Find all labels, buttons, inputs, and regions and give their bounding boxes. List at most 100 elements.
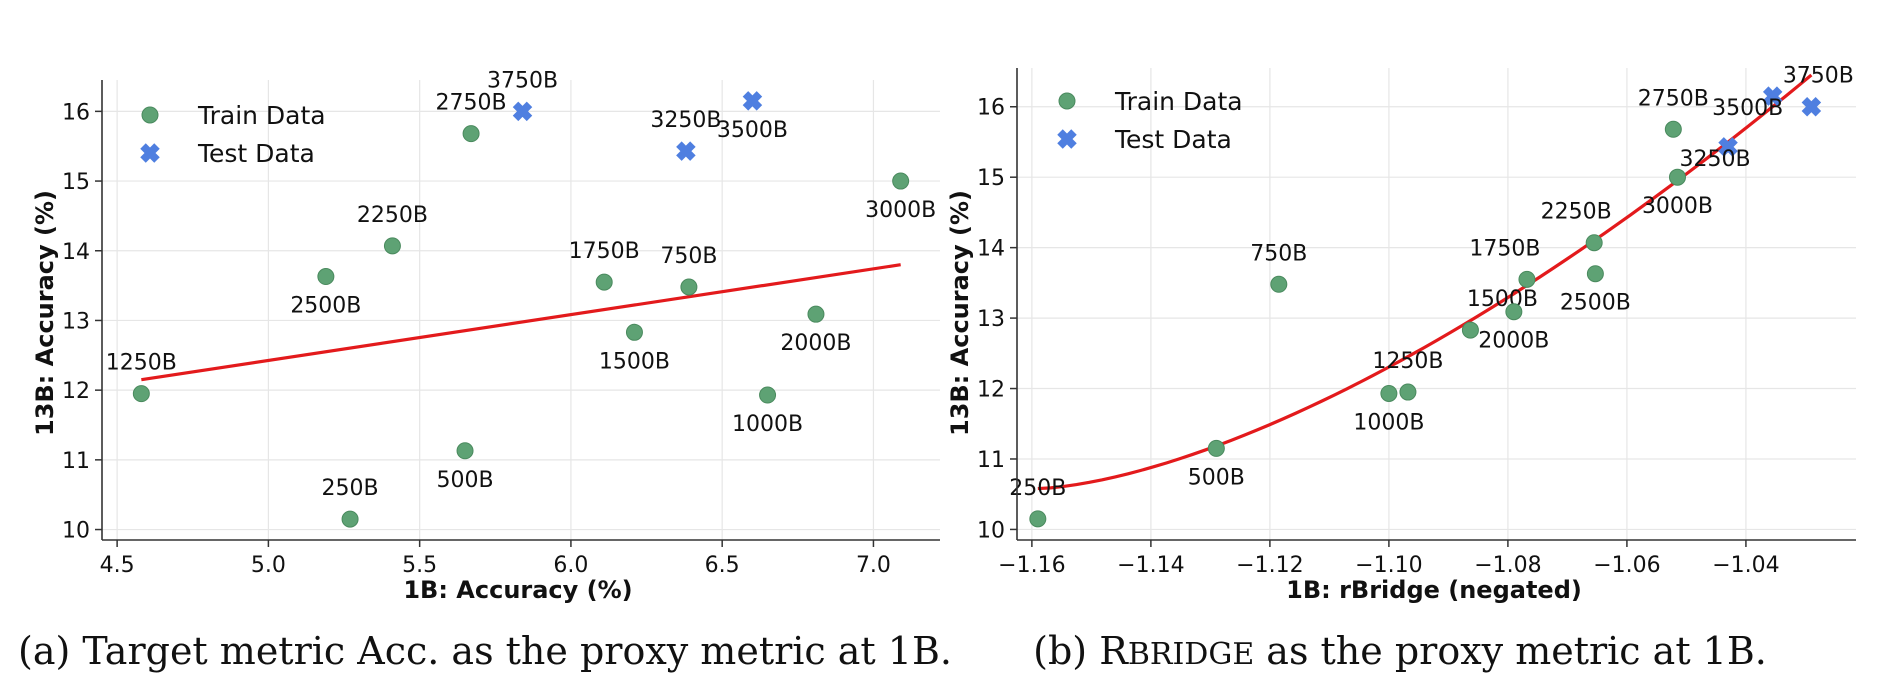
panel-a-point-label-1500B: 1500B [599,349,670,374]
panel-a-x-tick-label: 7.0 [856,553,891,578]
panel-a-axes: 4.5 5.0 5.5 6.0 6.5 7.0 10 11 12 13 14 15 16 [62,80,940,578]
panel-a-x-tick-label: 5.5 [402,553,437,578]
panel-a-point-label-2000B: 2000B [780,331,851,356]
panel-b-x-tick-label: −1.14 [1117,553,1184,578]
panel-a-y-tick-label: 15 [62,170,90,195]
panel-a-y-tick-label: 11 [62,449,90,474]
caption-a: (a) Target metric Acc. as the proxy metr… [18,629,952,673]
panel-a-point-label-750B: 750B [660,244,717,269]
panel-a-point-label-2250B: 2250B [357,203,428,228]
panel-b-point-label-3750B: 3750B [1783,64,1854,89]
panel-a-x-tick-label: 5.0 [251,553,286,578]
caption-b-smallcaps: BRIDGE [1128,637,1254,672]
panel-a-point-label-1750B: 1750B [569,239,640,264]
panel-a-point-label-2500B: 2500B [290,294,361,319]
caption-b: (b) RBRIDGE as the proxy metric at 1B. [1033,629,1767,673]
panel-a-point-label-3250B: 3250B [650,108,721,133]
panel-b-train-point-1500B [1461,321,1479,339]
panel-b-x-tick-label: −1.12 [1236,553,1303,578]
panel-a-train-point-1000B [759,386,777,404]
panel-b-train-point-2500B [1586,265,1604,283]
panel-b-train-point-2000B [1505,303,1523,321]
panel-b-train-point-2750B [1664,120,1682,138]
panel-b-point-label-250B: 250B [1009,476,1066,501]
panel-a-point-label-3000B: 3000B [865,198,936,223]
panel-a-train-point-500B [456,442,474,460]
panel-a-train-point-3000B [892,172,910,190]
panel-a-train-point-2000B [807,305,825,323]
panel-b-train-point-1250B [1399,383,1417,401]
panel-b-point-label-750B: 750B [1250,241,1307,266]
panel-b-legend-test-label: Test Data [1114,125,1232,154]
panel-b-x-tick-label: −1.06 [1593,553,1660,578]
panel-a-x-tick-label: 4.5 [100,553,135,578]
panel-a-point-label-3500B: 3500B [717,118,788,143]
panel-a-test-point-3500B [742,91,763,111]
panel-b-legend-train-marker [1058,92,1076,110]
panel-b-legend-test-marker [1057,129,1077,149]
panel-b-point-label-2750B: 2750B [1638,86,1709,111]
panel-a-fit-line [141,263,901,382]
panel-b-train-point-750B [1270,275,1288,293]
panel-b-train-point-1750B [1518,270,1536,288]
panel-a-point-label-3750B: 3750B [487,68,558,93]
panel-b-y-tick-label: 15 [977,166,1005,191]
panel-b-point-label-3000B: 3000B [1642,194,1713,219]
panel-b-y-tick-label: 10 [977,518,1005,543]
panel-b-point-label-1750B: 1750B [1469,236,1540,261]
panel-a-point-label-2750B: 2750B [436,91,507,116]
panel-a-x-axis-label: 1B: Accuracy (%) [403,576,632,604]
panel-b-y-tick-label: 16 [977,96,1005,121]
panel-a-y-tick-label: 16 [62,100,90,125]
caption-b-suffix: as the proxy metric at 1B. [1254,629,1767,673]
panel-a-point-label-250B: 250B [322,476,379,501]
panel-b-train-point-500B [1207,439,1225,457]
panel-b-y-axis-label: 13B: Accuracy (%) [946,190,974,436]
panel-b-axes: −1.16 −1.14 −1.12 −1.10 −1.08 −1.06 −1.04 10 11 1… [977,68,1856,578]
panel-b-point-label-2250B: 2250B [1541,200,1612,225]
panel-a-legend-test-marker [140,143,160,163]
panel-b-grid [1017,68,1856,540]
panel-b-train-point-2250B [1585,234,1603,252]
panel-a-train-point-750B [680,278,698,296]
panel-a-x-tick-label: 6.5 [705,553,740,578]
panel-a-legend-train-label: Train Data [197,101,326,130]
panel-a-chart: 250B 500B 750B 1000B 1250B 1500B 1750B 2000B 225… [31,68,940,604]
panel-a-y-tick-label: 10 [62,519,90,544]
panel-b-x-tick-label: −1.10 [1355,553,1422,578]
panel-a-point-label-1000B: 1000B [732,412,803,437]
panel-b-point-label-500B: 500B [1188,465,1245,490]
panel-a-point-label-500B: 500B [436,468,493,493]
panel-b-y-tick-label: 14 [977,237,1005,262]
panel-b-x-tick-label: −1.16 [998,553,1065,578]
panel-a-train-point-1250B [132,385,150,403]
panel-a-test-point-3750B [512,101,533,122]
panel-a-legend: Train Data Test Data [140,101,326,168]
panel-b-y-tick-label: 13 [977,307,1005,332]
panel-a-train-point-250B [341,510,359,528]
panel-b-x-tick-label: −1.08 [1474,553,1541,578]
panel-b-x-tick-label: −1.04 [1712,553,1779,578]
panel-a-train-point-1500B [625,323,643,341]
panel-a-y-tick-label: 14 [62,240,90,265]
panel-b-train-point-3000B [1668,168,1686,186]
panel-a-legend-train-marker [141,106,159,124]
panel-b-legend: Train Data Test Data [1057,87,1243,154]
panel-b-point-label-3500B: 3500B [1712,96,1783,121]
panel-a-train-point-2250B [383,237,401,255]
panel-a-points: 250B 500B 750B 1000B 1250B 1500B 1750B 2000B 225… [106,68,936,528]
panel-b-legend-train-label: Train Data [1114,87,1243,116]
panel-a-y-tick-label: 12 [62,379,90,404]
panel-a-legend-test-label: Test Data [197,139,315,168]
panel-a-train-point-2500B [317,268,335,286]
panel-b-y-tick-label: 11 [977,448,1005,473]
panel-a-y-axis-label: 13B: Accuracy (%) [31,190,59,436]
panel-b-x-axis-label: 1B: rBridge (negated) [1286,576,1582,604]
panel-b-point-label-1000B: 1000B [1353,410,1424,435]
panel-a-fit-line-group [141,263,901,382]
panel-a-train-point-1750B [595,273,613,291]
panel-b-train-point-1000B [1380,384,1398,402]
panel-a-train-point-2750B [462,125,480,143]
panel-b-point-label-3250B: 3250B [1680,147,1751,172]
